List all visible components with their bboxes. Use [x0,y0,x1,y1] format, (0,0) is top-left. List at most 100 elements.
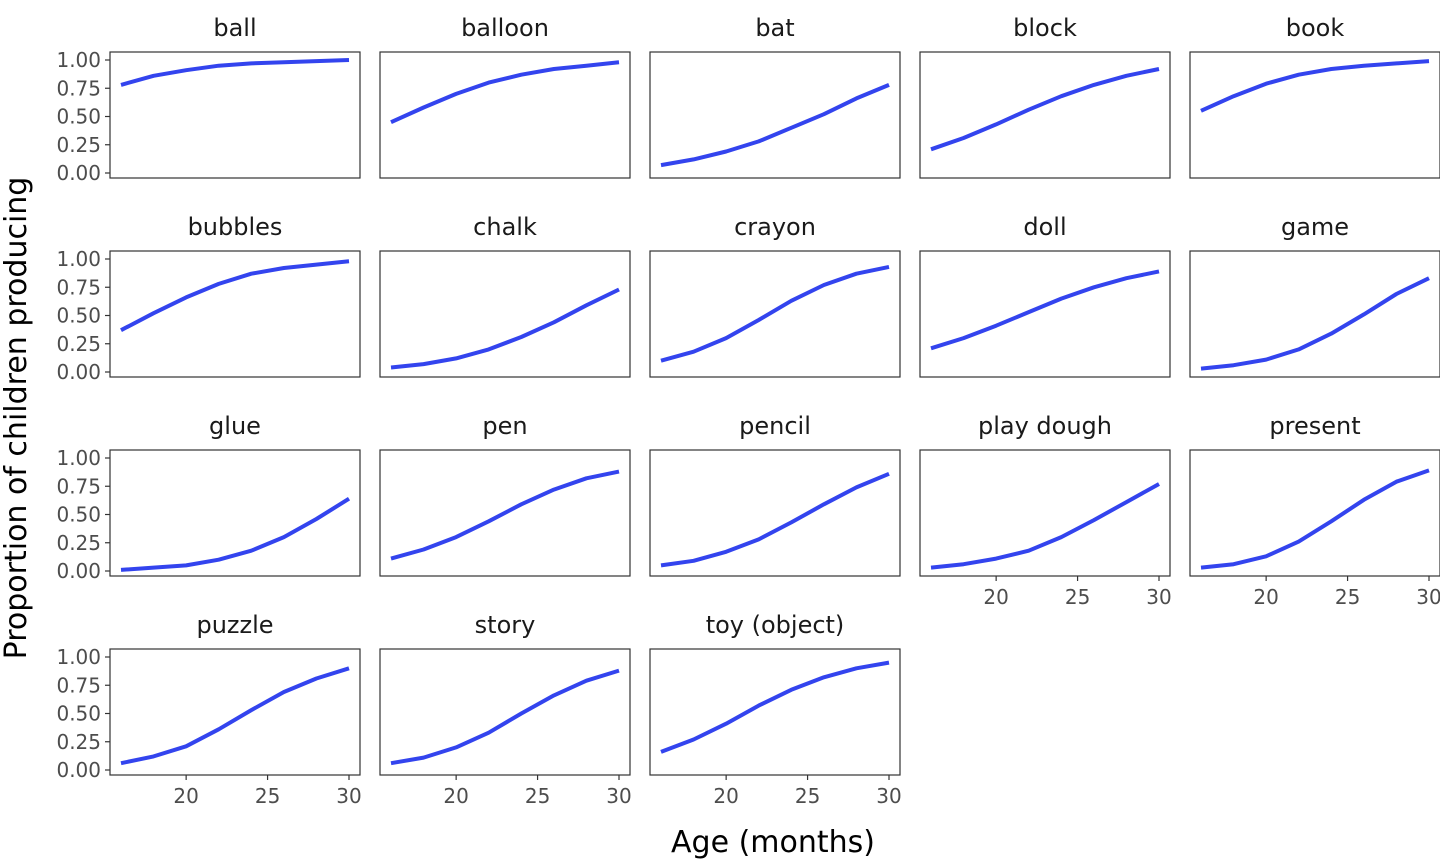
panel-frame-present [1189,449,1440,577]
panel-glue: glue 0.00 0.25 0.50 0.75 1.00 [56,412,361,583]
y-tick-label: 0.50 [56,304,101,328]
panel-game: game [1189,213,1440,378]
panel-chalk: chalk [379,213,631,378]
panel-frame-balloon [379,51,631,179]
y-tick-label: 0.25 [56,133,101,157]
series-line-chalk [390,287,620,370]
series-line-pen [390,469,620,561]
y-tick-label: 1.00 [56,446,101,470]
y-tick-label: 1.00 [56,645,101,669]
x-tick-label: 25 [1065,585,1090,609]
series-line-crayon [660,264,890,363]
series-line-story [390,668,620,766]
facet-panels: ball 0.00 0.25 0.50 0.75 1.00 balloon bat block b… [56,14,1440,808]
panel-story: story 20 25 30 [379,611,632,808]
x-tick-label: 25 [795,784,820,808]
panel-title-play-dough: play dough [978,412,1112,440]
panel-frame-toy-object [649,648,901,776]
series-line-block [930,67,1160,152]
panel-balloon: balloon [379,14,631,179]
panel-title-glue: glue [209,412,261,440]
y-tick-label: 0.00 [56,161,101,185]
panel-puzzle: puzzle 0.00 0.25 0.50 0.75 1.00 20 25 30 [56,611,361,808]
panel-title-puzzle: puzzle [196,611,273,639]
panel-title-pencil: pencil [739,412,811,440]
y-tick-label: 0.25 [56,730,101,754]
series-line-bubbles [120,259,350,332]
y-tick-label: 0.50 [56,503,101,527]
panel-frame-doll [919,250,1171,378]
panel-frame-bat [649,51,901,179]
panel-frame-crayon [649,250,901,378]
series-line-glue [120,497,351,572]
x-tick-label: 20 [1253,585,1278,609]
y-axis-title: Proportion of children producing [0,177,34,660]
panel-frame-ball [109,51,361,179]
panel-title-bubbles: bubbles [188,213,283,241]
panel-pen: pen [379,412,631,577]
panel-title-story: story [475,611,536,639]
panel-toy-object: toy (object) 20 25 30 [649,611,902,808]
series-line-present [1200,468,1430,570]
series-line-balloon [390,60,620,125]
series-line-pencil [660,471,890,568]
x-tick-label: 20 [173,784,198,808]
panel-frame-puzzle [109,648,361,776]
panel-frame-bubbles [109,250,361,378]
series-line-doll [930,269,1160,351]
y-tick-label: 0.75 [56,673,101,697]
panel-book: book [1189,14,1440,179]
panel-bubbles: bubbles 0.00 0.25 0.50 0.75 1.00 [56,213,361,384]
panel-title-game: game [1281,213,1349,241]
series-line-bat [660,83,890,168]
panel-frame-pencil [649,449,901,577]
x-tick-label: 25 [525,784,550,808]
panel-present: present 20 25 30 [1189,412,1440,609]
series-line-toy-object [660,660,890,754]
series-line-puzzle [120,666,350,766]
y-tick-label: 0.25 [56,531,101,555]
y-tick-label: 1.00 [56,48,101,72]
panel-title-ball: ball [213,14,256,42]
y-tick-label: 0.00 [56,559,101,583]
x-tick-label: 30 [1146,585,1171,609]
y-tick-label: 0.75 [56,76,101,100]
x-tick-label: 30 [606,784,631,808]
panel-frame-game [1189,250,1440,378]
panel-frame-play-dough [919,449,1171,577]
x-tick-label: 20 [713,784,738,808]
panel-play-dough: play dough 20 25 30 [919,412,1172,609]
y-tick-label: 0.75 [56,275,101,299]
x-tick-label: 20 [443,784,468,808]
panel-pencil: pencil [649,412,901,577]
panel-title-chalk: chalk [473,213,537,241]
panel-title-pen: pen [482,412,527,440]
panel-title-toy-object: toy (object) [706,611,845,639]
x-tick-label: 25 [255,784,280,808]
y-tick-label: 1.00 [56,247,101,271]
y-tick-label: 0.00 [56,360,101,384]
series-line-play-dough [930,482,1160,570]
panel-frame-block [919,51,1171,179]
panel-title-crayon: crayon [734,213,816,241]
x-tick-label: 30 [1416,585,1440,609]
y-tick-label: 0.25 [56,332,101,356]
panel-title-balloon: balloon [461,14,549,42]
series-line-ball [120,58,350,87]
x-tick-label: 30 [876,784,901,808]
panel-title-bat: bat [755,14,794,42]
panel-bat: bat [649,14,901,179]
panel-title-block: block [1013,14,1077,42]
series-line-game [1200,276,1430,371]
x-tick-label: 25 [1335,585,1360,609]
panel-frame-story [379,648,631,776]
panel-ball: ball 0.00 0.25 0.50 0.75 1.00 [56,14,361,185]
panel-doll: doll [919,213,1171,378]
y-tick-label: 0.50 [56,702,101,726]
y-tick-label: 0.00 [56,758,101,782]
y-tick-label: 0.75 [56,474,101,498]
x-axis-title: Age (months) [671,825,875,860]
panel-frame-chalk [379,250,631,378]
panel-title-doll: doll [1023,213,1066,241]
